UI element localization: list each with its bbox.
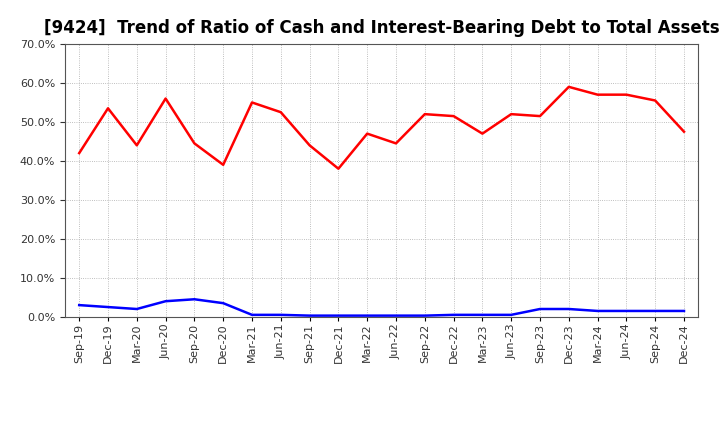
Cash [507, 111, 516, 117]
Interest-Bearing Debt [651, 308, 660, 314]
Interest-Bearing Debt [248, 312, 256, 318]
Interest-Bearing Debt [680, 308, 688, 314]
Interest-Bearing Debt [132, 306, 141, 312]
Interest-Bearing Debt [564, 306, 573, 312]
Interest-Bearing Debt [305, 313, 314, 318]
Interest-Bearing Debt [190, 297, 199, 302]
Interest-Bearing Debt [478, 312, 487, 318]
Cash [536, 114, 544, 119]
Cash [392, 141, 400, 146]
Interest-Bearing Debt [75, 302, 84, 308]
Title: [9424]  Trend of Ratio of Cash and Interest-Bearing Debt to Total Assets: [9424] Trend of Ratio of Cash and Intere… [44, 19, 719, 37]
Cash [276, 110, 285, 115]
Cash [132, 143, 141, 148]
Interest-Bearing Debt [593, 308, 602, 314]
Cash [420, 111, 429, 117]
Interest-Bearing Debt [449, 312, 458, 318]
Interest-Bearing Debt [622, 308, 631, 314]
Legend: Cash, Interest-Bearing Debt: Cash, Interest-Bearing Debt [246, 438, 517, 440]
Interest-Bearing Debt [420, 313, 429, 318]
Cash [478, 131, 487, 136]
Line: Interest-Bearing Debt: Interest-Bearing Debt [79, 299, 684, 315]
Cash [564, 84, 573, 89]
Cash [363, 131, 372, 136]
Cash [219, 162, 228, 168]
Cash [680, 129, 688, 134]
Cash [161, 96, 170, 101]
Cash [104, 106, 112, 111]
Cash [622, 92, 631, 97]
Cash [651, 98, 660, 103]
Cash [248, 100, 256, 105]
Cash [449, 114, 458, 119]
Interest-Bearing Debt [104, 304, 112, 310]
Line: Cash: Cash [79, 87, 684, 169]
Interest-Bearing Debt [161, 299, 170, 304]
Cash [305, 143, 314, 148]
Cash [593, 92, 602, 97]
Interest-Bearing Debt [536, 306, 544, 312]
Interest-Bearing Debt [276, 312, 285, 318]
Interest-Bearing Debt [507, 312, 516, 318]
Cash [75, 150, 84, 156]
Interest-Bearing Debt [392, 313, 400, 318]
Interest-Bearing Debt [334, 313, 343, 318]
Cash [190, 141, 199, 146]
Interest-Bearing Debt [363, 313, 372, 318]
Interest-Bearing Debt [219, 301, 228, 306]
Cash [334, 166, 343, 171]
